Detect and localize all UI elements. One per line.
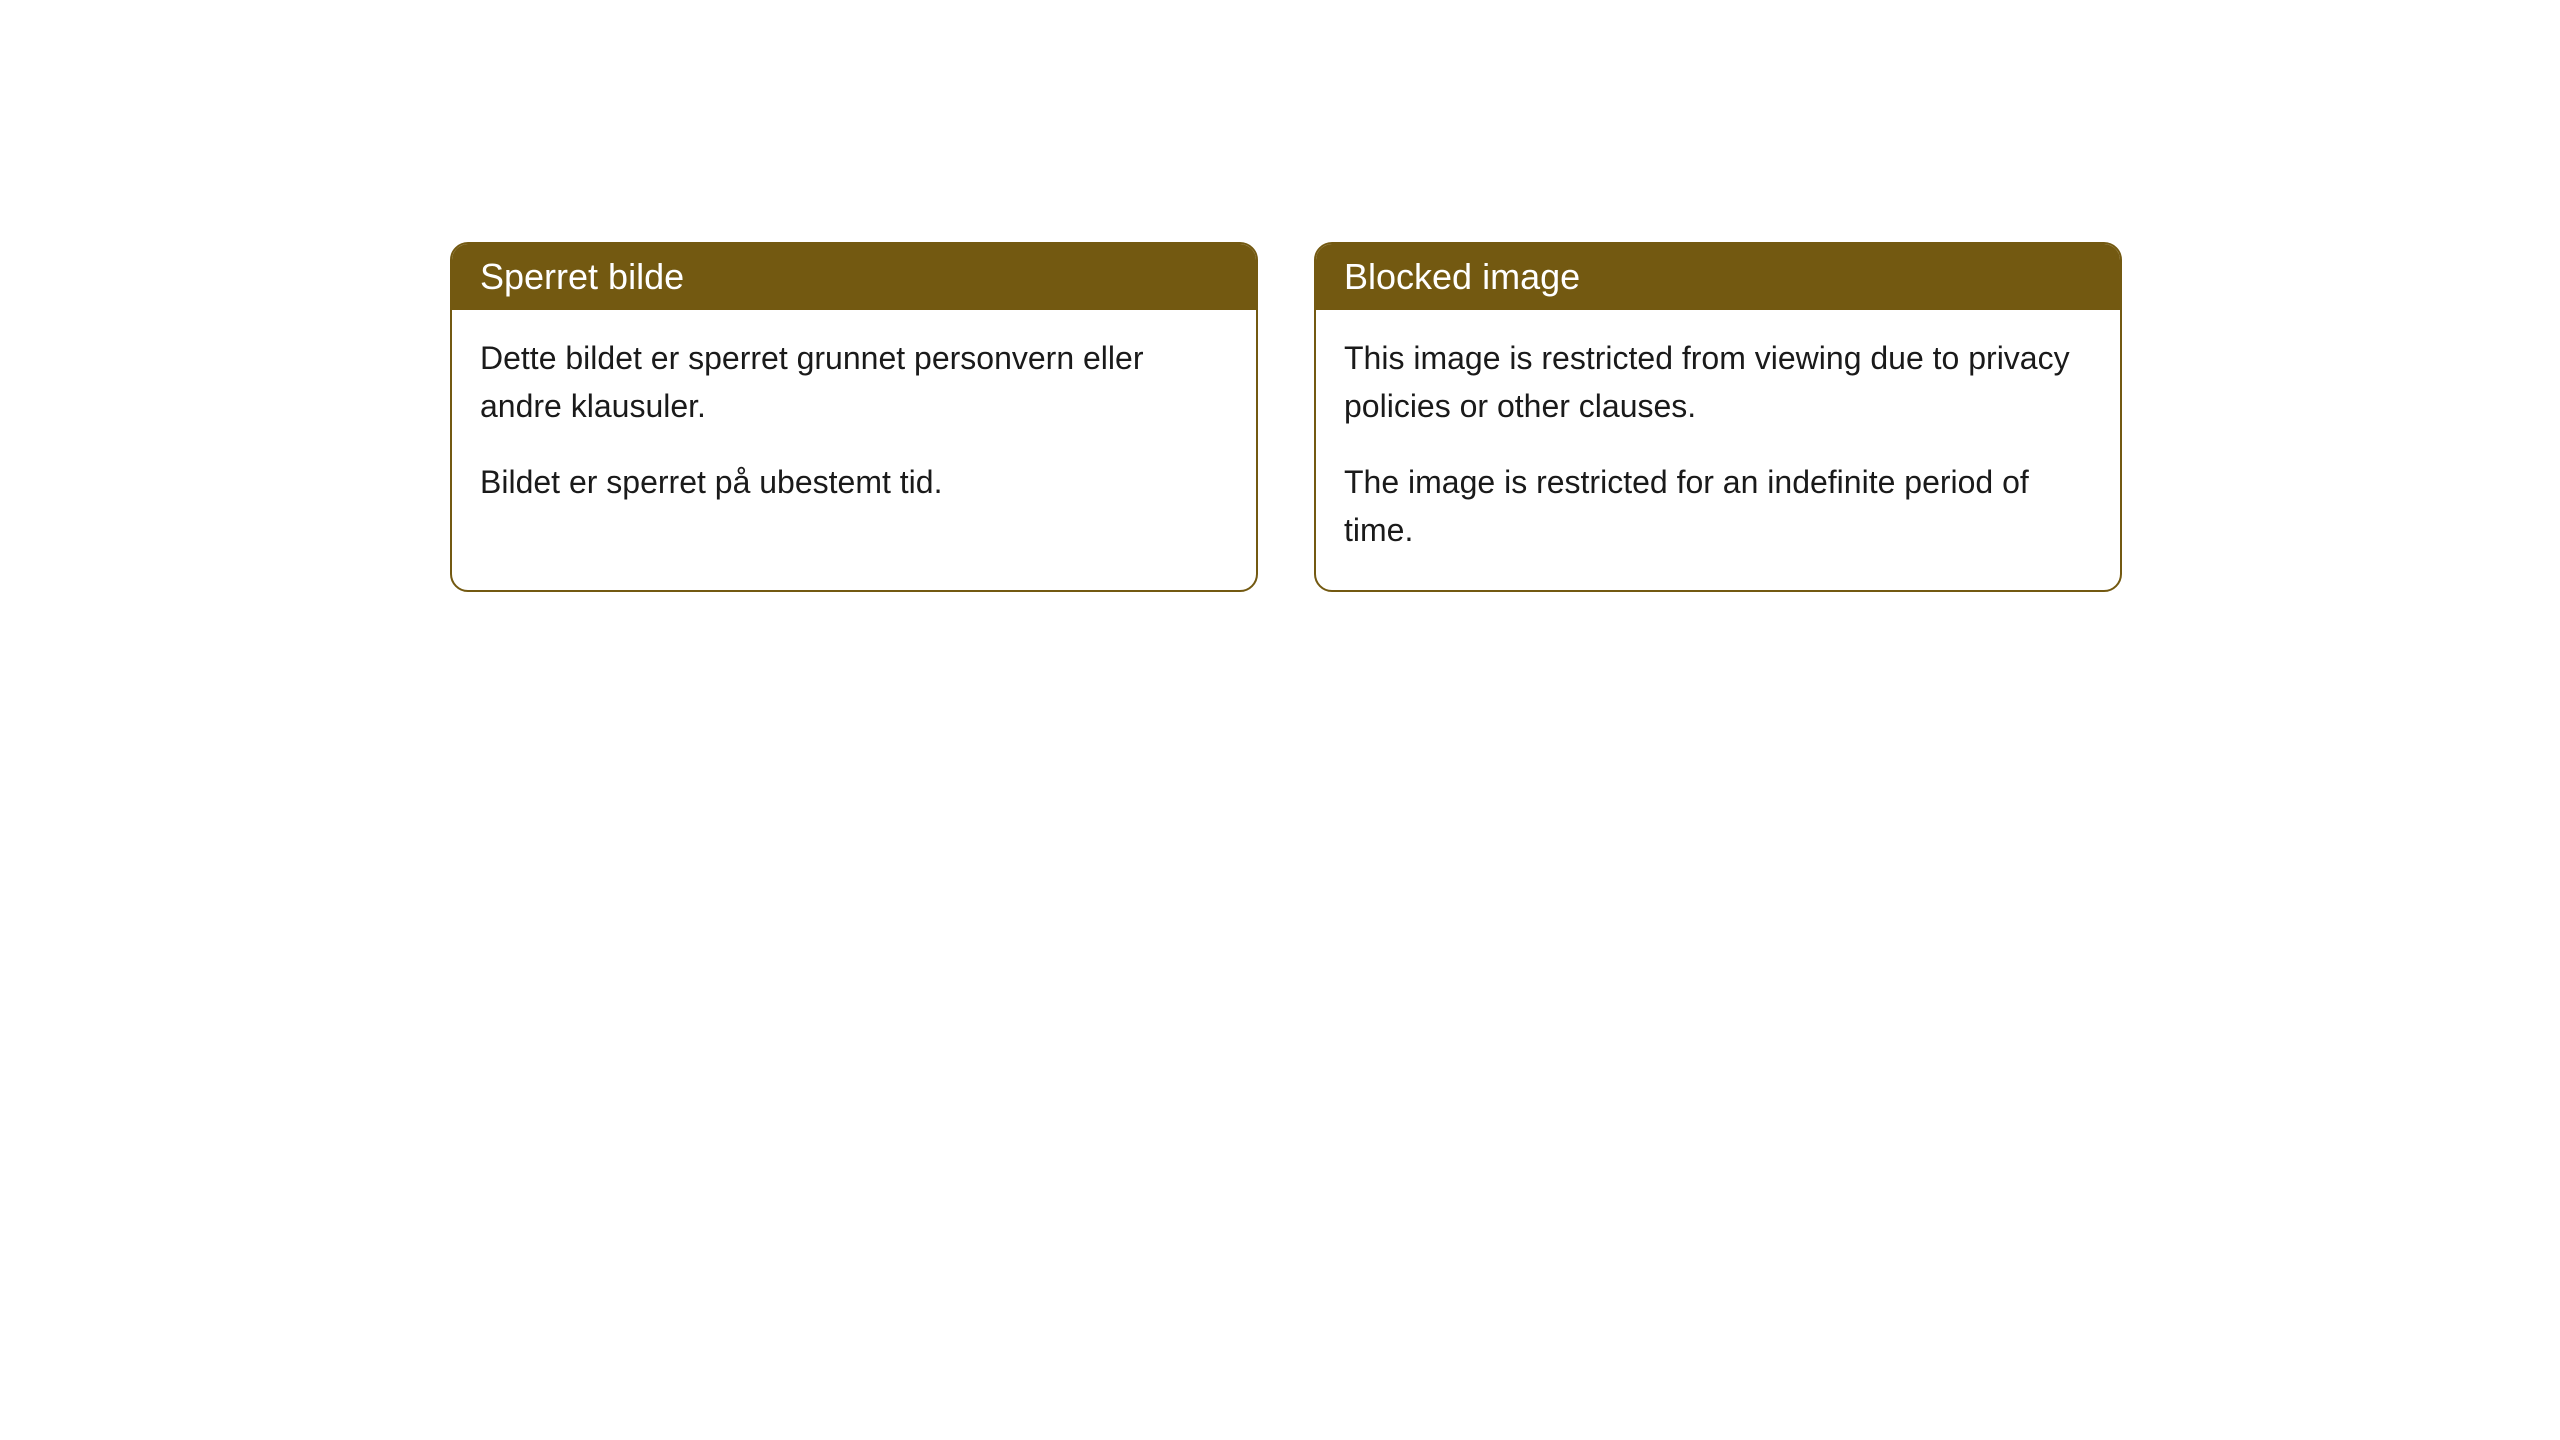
notice-text: Dette bildet er sperret grunnet personve… xyxy=(480,334,1228,430)
notice-text: The image is restricted for an indefinit… xyxy=(1344,458,2092,554)
notice-container: Sperret bilde Dette bildet er sperret gr… xyxy=(0,0,2560,592)
notice-text: This image is restricted from viewing du… xyxy=(1344,334,2092,430)
card-title: Sperret bilde xyxy=(480,256,684,297)
card-header-norwegian: Sperret bilde xyxy=(452,244,1256,310)
card-body-english: This image is restricted from viewing du… xyxy=(1316,310,2120,590)
notice-card-english: Blocked image This image is restricted f… xyxy=(1314,242,2122,592)
notice-text: Bildet er sperret på ubestemt tid. xyxy=(480,458,1228,506)
card-header-english: Blocked image xyxy=(1316,244,2120,310)
card-body-norwegian: Dette bildet er sperret grunnet personve… xyxy=(452,310,1256,542)
card-title: Blocked image xyxy=(1344,256,1580,297)
notice-card-norwegian: Sperret bilde Dette bildet er sperret gr… xyxy=(450,242,1258,592)
